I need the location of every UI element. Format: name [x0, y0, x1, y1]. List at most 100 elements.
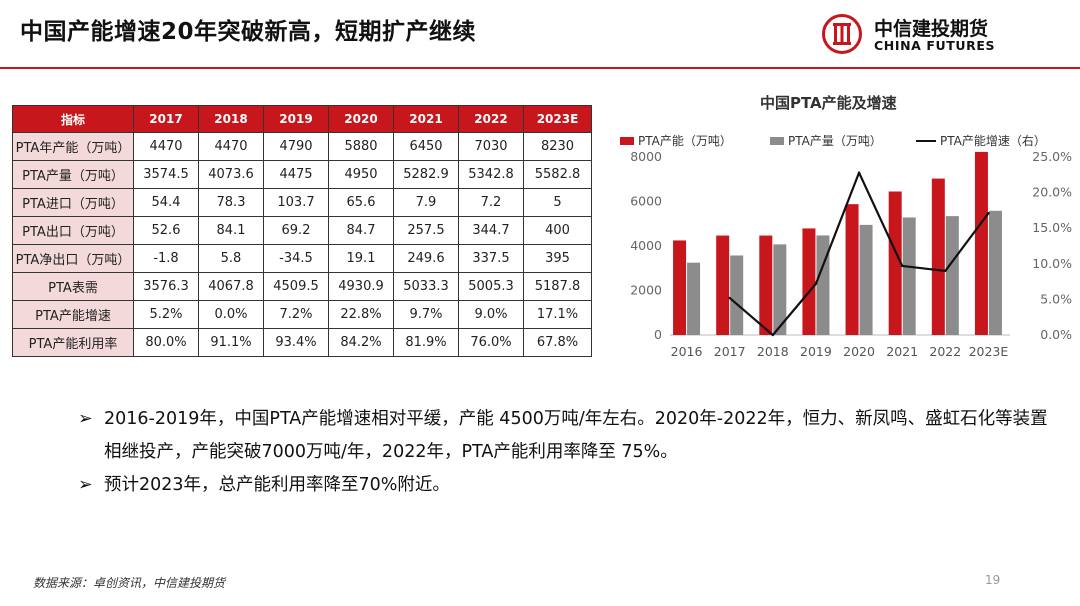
bar-output	[816, 235, 830, 335]
bar-output	[730, 255, 744, 335]
page-title: 中国产能增速20年突破新高，短期扩产继续	[20, 19, 477, 45]
table-cell: 5.2%	[133, 300, 199, 329]
chart-title: 中国PTA产能及增速	[760, 94, 897, 112]
table-row: PTA出口（万吨） 52.6 84.1 69.2 84.7 257.5 344.7 400	[12, 216, 592, 245]
pta-capacity-chart: PTA产能（万吨） PTA产量（万吨） PTA产能增速（右） 0 2000 4000 600…	[620, 133, 1072, 359]
x-tick-label: 2020	[843, 344, 875, 359]
bullet-text: 预计2023年，总产能利用率降至70%附近。	[104, 475, 450, 495]
row-label: PTA产量（万吨）	[12, 160, 134, 189]
x-tick-label: 2017	[714, 344, 746, 359]
table-cell: 0.0%	[198, 300, 264, 329]
y-tick-label-right: 15.0%	[1032, 220, 1072, 235]
table-cell: 249.6	[393, 244, 459, 273]
row-label: PTA出口（万吨）	[12, 216, 134, 245]
table-cell: -34.5	[263, 244, 329, 273]
company-logo: 中信建投期货 CHINA FUTURES	[822, 10, 1072, 58]
table-cell: 5	[523, 188, 592, 217]
line-point-growth	[814, 282, 818, 285]
row-label: PTA产能利用率	[12, 328, 134, 357]
bar-output	[687, 262, 701, 335]
table-cell: 84.2%	[328, 328, 394, 357]
line-point-growth	[857, 171, 861, 174]
table-row: PTA产能增速 5.2% 0.0% 7.2% 22.8% 9.7% 9.0% 17.1%	[12, 300, 592, 329]
table-cell: 4067.8	[198, 272, 264, 301]
bar-output	[945, 216, 959, 335]
bullet-item: ➢ 2016-2019年，中国PTA产能增速相对平缓，产能 4500万吨/年左右…	[78, 403, 1058, 469]
table-cell: 81.9%	[393, 328, 459, 357]
y-tick-label-left: 0	[654, 327, 662, 342]
table-cell: 91.1%	[198, 328, 264, 357]
x-tick-label: 2018	[757, 344, 789, 359]
page-number: 19	[985, 573, 1001, 587]
y-tick-label-right: 0.0%	[1040, 327, 1072, 342]
y-tick-label-left: 8000	[630, 149, 662, 164]
bar-output	[988, 210, 1002, 335]
table-row: PTA表需 3576.3 4067.8 4509.5 4930.9 5033.3 5005.…	[12, 272, 592, 301]
table-row: PTA产量（万吨） 3574.5 4073.6 4475 4950 5282.9 5342.…	[12, 160, 592, 189]
table-row: PTA产能利用率 80.0% 91.1% 93.4% 84.2% 81.9% 76.0% 67…	[12, 328, 592, 357]
bar-capacity	[759, 235, 773, 335]
line-point-growth	[900, 264, 904, 268]
table-cell: 69.2	[263, 216, 329, 245]
y-tick-label-right: 25.0%	[1032, 149, 1072, 164]
table-cell: 7.2%	[263, 300, 329, 329]
bar-capacity	[931, 178, 945, 335]
table-header-cell: 2022	[458, 105, 524, 133]
bar-output	[773, 244, 787, 335]
table-cell: 52.6	[133, 216, 199, 245]
table-cell: 5.8	[198, 244, 264, 273]
row-label: PTA产能增速	[12, 300, 134, 329]
table-cell: 337.5	[458, 244, 524, 273]
x-tick-label: 2023E	[969, 344, 1009, 359]
table-cell: 344.7	[458, 216, 524, 245]
table-cell: 67.8%	[523, 328, 592, 357]
bar-output	[902, 217, 916, 335]
y-tick-label-left: 6000	[630, 194, 662, 209]
table-cell: 9.7%	[393, 300, 459, 329]
table-header-cell: 2019	[263, 105, 329, 133]
pta-data-table: 指标 2017 2018 2019 2020 2021 2022 2023E PTA年产能（万…	[12, 105, 592, 357]
table-cell: 65.6	[328, 188, 394, 217]
x-tick-label: 2022	[929, 344, 961, 359]
table-cell: 17.1%	[523, 300, 592, 329]
table-cell: 80.0%	[133, 328, 199, 357]
table-cell: 4470	[133, 132, 199, 161]
table-cell: 5005.3	[458, 272, 524, 301]
legend-label: PTA产能增速（右）	[940, 133, 1046, 148]
line-point-growth	[728, 296, 731, 300]
table-cell: 3576.3	[133, 272, 199, 301]
bar-capacity	[974, 151, 988, 335]
table-cell: 19.1	[328, 244, 394, 273]
bar-capacity	[716, 235, 730, 335]
legend-label: PTA产量（万吨）	[788, 134, 882, 148]
table-header-cell: 2021	[393, 105, 459, 133]
table-cell: 76.0%	[458, 328, 524, 357]
table-cell: 8230	[523, 132, 592, 161]
line-point-growth	[944, 269, 947, 273]
bar-output	[859, 224, 873, 335]
legend-swatch-capacity	[620, 137, 634, 145]
x-tick-label: 2021	[886, 344, 918, 359]
table-cell: 5582.8	[523, 160, 592, 189]
chevron-right-icon: ➢	[78, 409, 93, 429]
row-label: PTA年产能（万吨）	[12, 132, 134, 161]
bullet-item: ➢ 预计2023年，总产能利用率降至70%附近。	[78, 469, 1058, 502]
table-cell: 5342.8	[458, 160, 524, 189]
y-tick-label-left: 2000	[630, 283, 662, 298]
y-tick-label-right: 20.0%	[1032, 185, 1072, 200]
table-row: PTA净出口（万吨） -1.8 5.8 -34.5 19.1 249.6 337.5 395	[12, 244, 592, 273]
table-cell: 257.5	[393, 216, 459, 245]
table-cell: 7030	[458, 132, 524, 161]
table-cell: 395	[523, 244, 592, 273]
table-header-cell: 指标	[12, 105, 134, 133]
y-tick-label-right: 10.0%	[1032, 256, 1072, 271]
table-cell: 4470	[198, 132, 264, 161]
bar-capacity	[673, 240, 687, 335]
table-cell: 4509.5	[263, 272, 329, 301]
table-cell: 5880	[328, 132, 394, 161]
row-label: PTA进口（万吨）	[12, 188, 134, 217]
table-cell: 9.0%	[458, 300, 524, 329]
table-header-cell: 2020	[328, 105, 394, 133]
table-cell: 5187.8	[523, 272, 592, 301]
legend-swatch-output	[770, 137, 784, 145]
